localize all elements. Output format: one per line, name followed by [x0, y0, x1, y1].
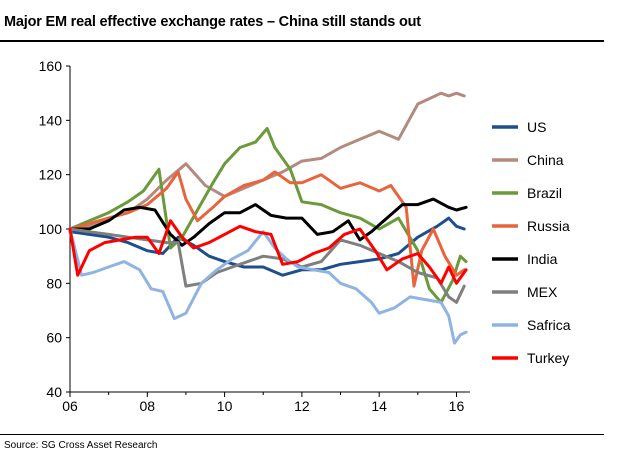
- series-line-us: [68, 216, 466, 277]
- source-note: Source: SG Cross Asset Research: [4, 440, 158, 451]
- legend-label-turkey: Turkey: [527, 350, 569, 366]
- title-rule: [0, 40, 604, 42]
- y-tick-label: 160: [39, 58, 63, 74]
- legend-label-mex: MEX: [527, 284, 558, 300]
- series-line-safrica: [68, 227, 468, 345]
- y-tick-label: 100: [39, 221, 63, 237]
- y-tick-label: 140: [39, 112, 63, 128]
- legend-label-brazil: Brazil: [527, 185, 562, 201]
- chart-title: Major EM real effective exchange rates –…: [4, 14, 421, 30]
- y-tick-label: 60: [46, 330, 62, 346]
- y-tick-label: 40: [46, 384, 62, 400]
- series-line-russia: [68, 170, 466, 288]
- series-layer: [68, 91, 468, 345]
- legend-label-safrica: Safrica: [527, 317, 571, 333]
- x-tick-label: 06: [62, 398, 78, 414]
- y-tick-label: 80: [46, 275, 62, 291]
- y-tick-label: 120: [39, 167, 63, 183]
- series-line-india: [68, 197, 468, 247]
- legend: US China Brazil Russia India MEX Safrica Turkey: [492, 119, 571, 366]
- x-tick-label: 08: [140, 398, 156, 414]
- legend-label-china: China: [527, 152, 564, 168]
- legend-label-russia: Russia: [527, 218, 570, 234]
- legend-label-india: India: [527, 251, 558, 267]
- series-line-china: [68, 91, 466, 231]
- x-tick-label: 14: [371, 398, 387, 414]
- legend-label-us: US: [527, 119, 546, 135]
- footer-rule: [0, 434, 604, 435]
- series-line-brazil: [68, 127, 468, 304]
- x-tick-label: 12: [294, 398, 310, 414]
- x-tick-label: 16: [449, 398, 465, 414]
- axes-layer: 40 60 80 100 120 140 160 06 08 10 12 14 16: [39, 58, 470, 414]
- series-line-mex: [68, 227, 466, 304]
- series-line-turkey: [68, 219, 468, 285]
- x-tick-label: 10: [217, 398, 233, 414]
